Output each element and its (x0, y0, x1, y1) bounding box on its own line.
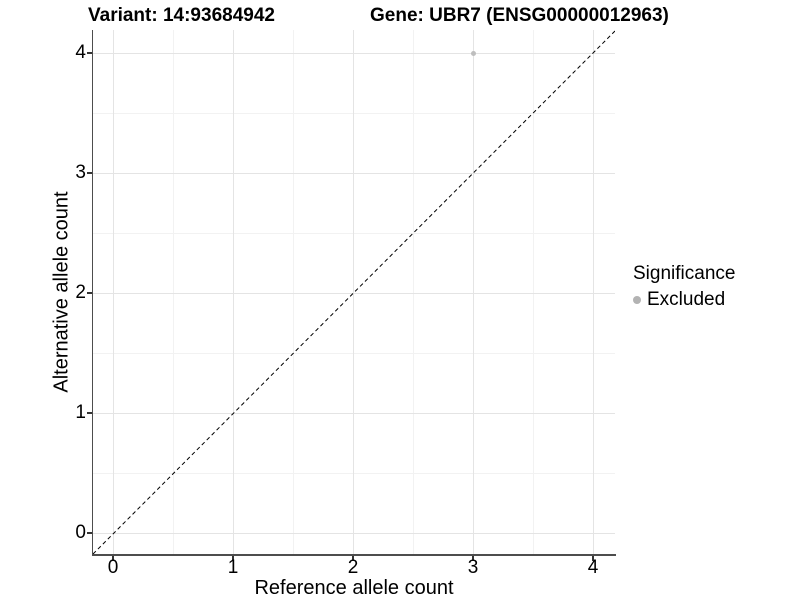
y-tick-label: 0 (75, 522, 86, 543)
gridline-y-major (93, 293, 615, 294)
x-axis-line (91, 554, 616, 556)
x-tick-mark (112, 555, 114, 561)
y-tick-label: 4 (75, 42, 86, 63)
x-tick-mark (232, 555, 234, 561)
x-tick-label: 0 (107, 557, 119, 578)
y-tick-mark (87, 532, 92, 534)
legend-item-excluded: Excluded (630, 289, 735, 311)
x-tick-label: 2 (347, 557, 359, 578)
plot-title-gene: Gene: UBR7 (ENSG00000012963) (370, 5, 669, 26)
gridline-x-major (473, 30, 474, 554)
gridline-x-major (353, 30, 354, 554)
legend-title: Significance (633, 263, 736, 284)
x-tick-label: 3 (467, 557, 479, 578)
gridline-x-minor (533, 30, 534, 554)
y-tick-mark (87, 52, 92, 54)
x-tick-label: 4 (587, 557, 599, 578)
gridline-y-minor (93, 233, 615, 234)
gridline-y-major (93, 173, 615, 174)
legend-item-label: Excluded (647, 289, 726, 310)
x-tick-mark (352, 555, 354, 561)
gridline-y-minor (93, 473, 615, 474)
gridline-y-minor (93, 353, 615, 354)
gridline-x-minor (413, 30, 414, 554)
x-tick-mark (592, 555, 594, 561)
gridline-x-major (233, 30, 234, 554)
gridline-y-major (93, 533, 615, 534)
gridline-y-major (93, 53, 615, 54)
gridline-y-major (93, 413, 615, 414)
y-tick-mark (87, 292, 92, 294)
gridline-y-minor (93, 113, 615, 114)
x-tick-label: 1 (227, 557, 239, 578)
x-tick-mark (472, 555, 474, 561)
identity-line (93, 30, 615, 554)
data-point-excluded (470, 50, 476, 56)
gridline-x-minor (293, 30, 294, 554)
x-axis-title: Reference allele count (254, 577, 454, 599)
legend: Significance Excluded (630, 263, 735, 311)
legend-point-icon (633, 296, 641, 304)
y-tick-label: 3 (75, 162, 86, 183)
gridline-x-major (593, 30, 594, 554)
y-axis-title: Alternative allele count (50, 191, 73, 393)
gridline-x-major (113, 30, 114, 554)
gridline-x-minor (173, 30, 174, 554)
y-tick-label: 2 (75, 282, 86, 303)
plot-title-variant: Variant: 14:93684942 (88, 5, 275, 26)
y-tick-mark (87, 172, 92, 174)
plot-panel (93, 30, 615, 554)
y-axis-line (91, 30, 93, 554)
y-tick-mark (87, 412, 92, 414)
y-tick-label: 1 (75, 402, 86, 423)
